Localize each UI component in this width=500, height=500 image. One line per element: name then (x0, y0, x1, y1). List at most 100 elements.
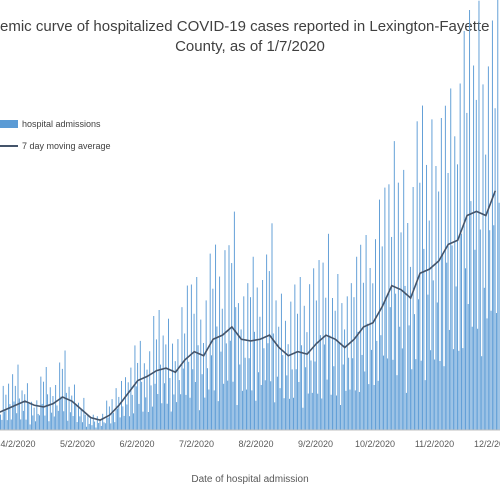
bar (435, 166, 437, 430)
bar (198, 410, 200, 430)
bar (44, 415, 46, 430)
bar (360, 244, 362, 430)
bar (358, 391, 360, 430)
bar (311, 392, 313, 431)
bar (318, 260, 320, 430)
bar (21, 390, 23, 430)
bar (443, 366, 445, 430)
bar (483, 287, 485, 430)
bar (268, 271, 270, 430)
bar (369, 268, 371, 430)
bar (154, 383, 156, 430)
bar (145, 397, 147, 431)
bar (94, 421, 96, 430)
bar (299, 277, 301, 430)
bar (39, 415, 40, 430)
bar (440, 118, 442, 430)
bar (219, 276, 221, 430)
bar (314, 361, 316, 430)
bar (59, 362, 61, 430)
bar (290, 301, 292, 430)
bar (461, 233, 462, 430)
bar (287, 344, 289, 430)
bar (284, 320, 286, 430)
bar (247, 283, 249, 430)
bar (434, 359, 436, 430)
bar (473, 65, 475, 430)
bar (151, 406, 153, 430)
bar (60, 396, 62, 431)
bar (317, 393, 319, 430)
bar (395, 293, 397, 430)
bar (116, 408, 118, 431)
legend-line-label: 7 day moving average (22, 141, 111, 151)
bar (9, 404, 11, 431)
bar (56, 405, 58, 430)
bar (43, 381, 45, 430)
bar (470, 201, 472, 430)
bar (63, 411, 65, 430)
bar (330, 394, 332, 430)
bar (336, 395, 337, 430)
bar (272, 333, 274, 430)
bar (182, 368, 184, 430)
bar (141, 381, 143, 430)
bar (33, 407, 35, 430)
bar (174, 361, 176, 430)
bar (310, 360, 312, 430)
bar (8, 383, 10, 430)
bar (197, 345, 199, 430)
bar (121, 380, 122, 430)
bar (348, 357, 350, 430)
bar (338, 342, 340, 430)
bar (65, 392, 67, 431)
bar (466, 112, 468, 431)
bar (241, 390, 243, 430)
bar (86, 426, 88, 430)
legend-bar-swatch (0, 120, 18, 128)
bar (372, 283, 374, 430)
bar (88, 423, 90, 430)
bar (293, 397, 294, 430)
bar (295, 369, 297, 430)
bar (84, 414, 86, 430)
bar (321, 398, 323, 430)
bar (235, 307, 237, 430)
bar (399, 326, 401, 430)
bar (142, 411, 144, 431)
bar (126, 404, 128, 430)
bar (176, 402, 178, 430)
bar (352, 358, 354, 430)
bar (169, 378, 171, 430)
bar (10, 419, 12, 430)
bar (201, 374, 203, 430)
bar (325, 297, 327, 430)
x-tick-label: 11/2/2020 (415, 439, 454, 449)
bar (36, 400, 38, 430)
bar (454, 136, 456, 431)
bar (326, 379, 328, 430)
bar (383, 355, 385, 430)
bar (270, 381, 272, 430)
bar (313, 268, 315, 430)
bar (69, 412, 71, 430)
bar (452, 349, 454, 430)
bar (438, 191, 440, 430)
bar (463, 31, 465, 430)
bar (229, 340, 231, 430)
bar (20, 419, 22, 430)
bar (96, 416, 98, 430)
bar (168, 318, 169, 430)
bar (400, 232, 402, 431)
bar (424, 380, 426, 431)
bar (223, 383, 225, 430)
bar (260, 385, 262, 430)
bar (122, 406, 124, 431)
bar (481, 356, 483, 430)
bar (143, 363, 145, 430)
bar (405, 392, 407, 431)
bar (37, 413, 39, 430)
bar (423, 248, 425, 431)
bar (256, 287, 258, 430)
